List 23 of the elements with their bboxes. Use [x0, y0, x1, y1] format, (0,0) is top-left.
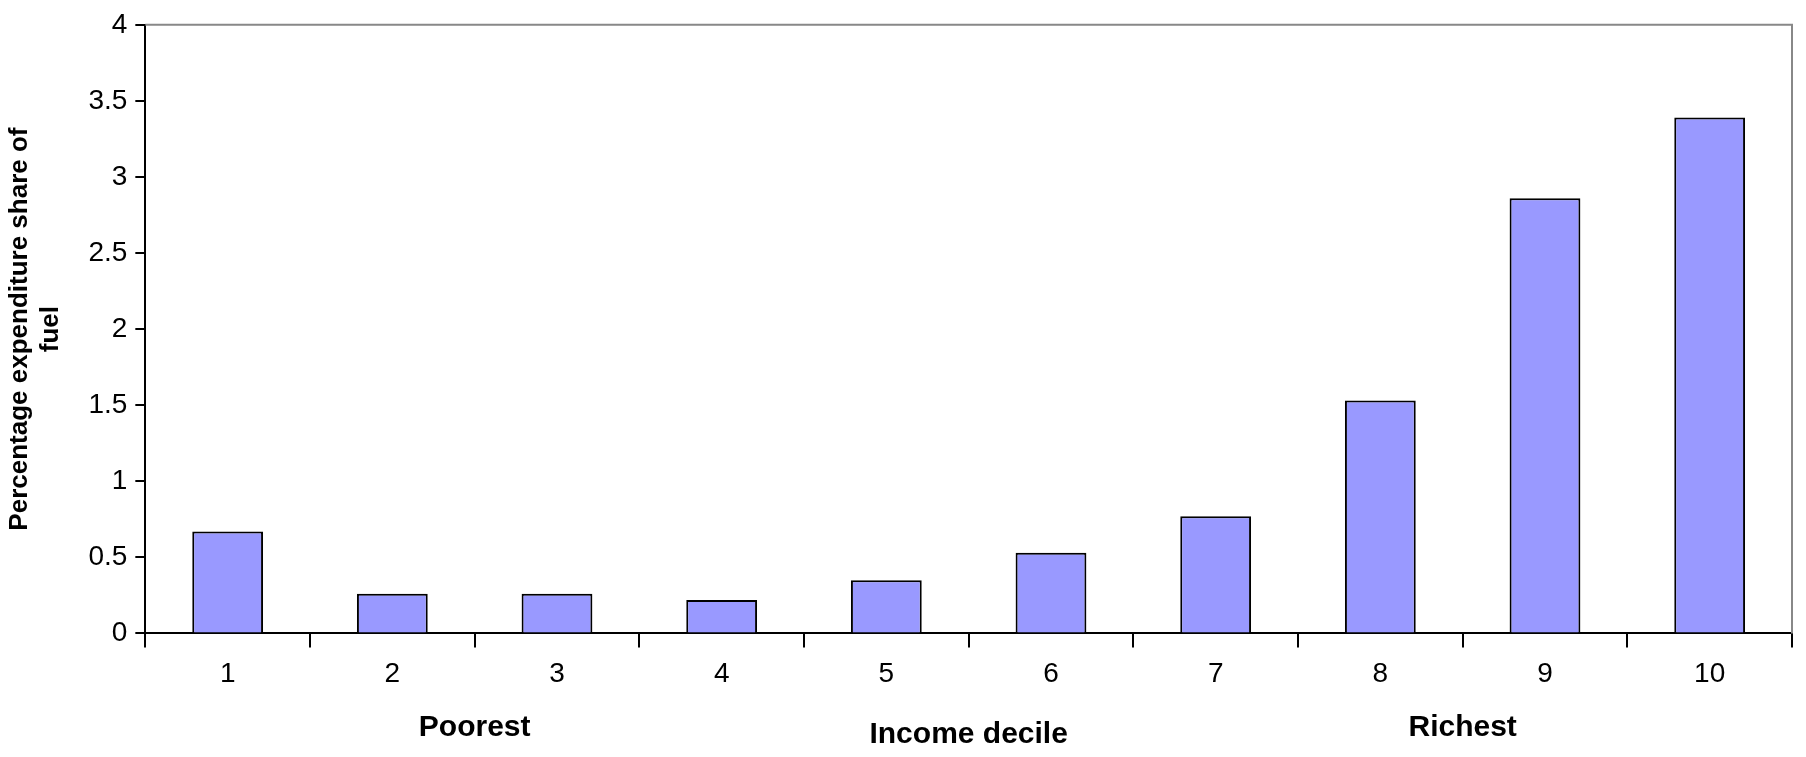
x-tick-label: 1 — [219, 656, 236, 688]
x-tick-label: 7 — [1207, 656, 1224, 688]
y-tick-label: 2.5 — [88, 235, 128, 267]
y-tick-label: 4 — [111, 7, 128, 39]
y-axis-title: Percentage expenditure share of fuel — [2, 127, 64, 531]
text: Richest — [1408, 709, 1517, 743]
y-tick-label: 0.5 — [88, 540, 128, 572]
y-tick-label: 3.5 — [88, 83, 128, 115]
y-tick-label: 1.5 — [88, 387, 128, 419]
text: Poorest — [418, 709, 531, 743]
x-tick-label: 4 — [713, 656, 730, 688]
y-tick-label: 0 — [111, 616, 128, 648]
x-axis-title: Income decile — [869, 716, 1068, 750]
x-tick-label: 2 — [384, 656, 401, 688]
x-tick-label: 6 — [1043, 656, 1059, 688]
y-tick-label: 2 — [111, 311, 128, 343]
y-tick-label: 1 — [111, 463, 128, 495]
y-tick-label: 3 — [111, 159, 128, 191]
x-tick-label: 8 — [1372, 656, 1389, 688]
x-tick-label: 9 — [1537, 656, 1553, 688]
x-tick-label: 5 — [878, 656, 895, 688]
x-tick-label: 10 — [1694, 656, 1726, 688]
x-tick-label: 3 — [549, 656, 565, 688]
